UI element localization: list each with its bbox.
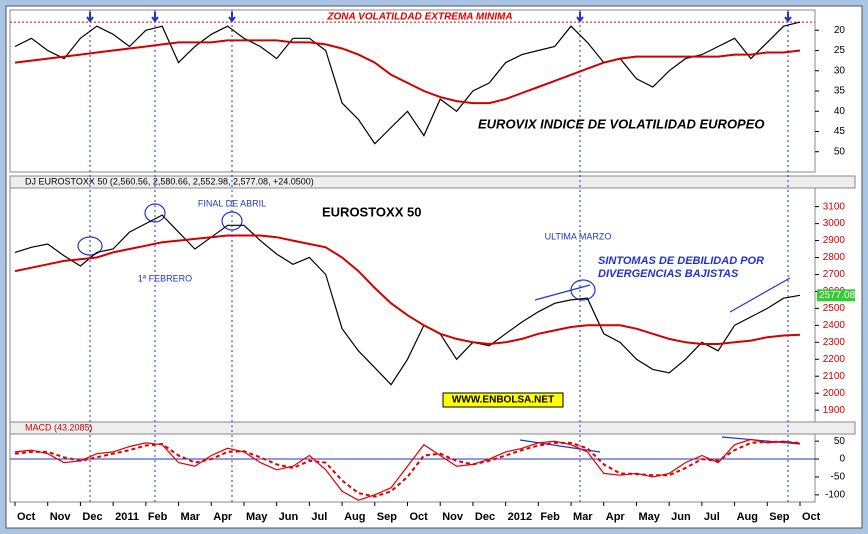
chart-title: EUROSTOXX 50 (322, 204, 421, 219)
panel-header: MACD (43.2085) (25, 422, 93, 432)
trend-line (729, 277, 791, 313)
x-tick-label: Jun (671, 511, 691, 523)
y-tick-label: -100 (825, 489, 845, 500)
y-tick-label: 2900 (823, 235, 846, 246)
x-tick-label: May (246, 511, 268, 523)
y-tick-label: 20 (834, 25, 846, 36)
panel-header: DJ EUROSTOXX 50 (2,560.56, 2,580.66, 2,5… (25, 176, 314, 186)
annotation: ULTIMA MARZO (545, 231, 612, 241)
x-tick-label: Apr (213, 511, 233, 523)
x-tick-label: Feb (148, 511, 168, 523)
y-tick-label: 1900 (823, 405, 846, 416)
panel-header (9, 175, 856, 189)
x-tick-label: Mar (181, 511, 201, 523)
arrow (576, 12, 584, 23)
y-tick-label: 45 (834, 126, 846, 137)
x-tick-label: Jul (311, 511, 327, 523)
y-tick-label: 2400 (823, 320, 846, 331)
x-tick-label: Jun (279, 511, 299, 523)
x-tick-label: Nov (50, 511, 72, 523)
annotation: WWW.ENBOLSA.NET (452, 395, 554, 406)
y-tick-label: 2500 (823, 303, 846, 314)
canvas (5, 5, 863, 529)
circle (221, 211, 243, 231)
watermark-box (442, 392, 564, 408)
y-tick-label: 35 (834, 86, 846, 97)
series-line (14, 39, 801, 105)
series-line (14, 234, 801, 346)
y-tick-label: 2700 (823, 269, 846, 280)
y-tick-label: 30 (834, 65, 846, 76)
y-tick-label: 0 (839, 454, 845, 465)
price-label: 2577.08 (819, 290, 856, 301)
y-tick-label: -50 (831, 472, 846, 483)
trend-line (721, 436, 801, 445)
panel-header (9, 421, 856, 435)
x-tick-label: Dec (82, 511, 102, 523)
annotation: SINTOMAS DE DEBILIDAD POR (598, 255, 764, 267)
x-tick-label: Oct (802, 511, 821, 523)
annotation: ZONA VOLATILDAD EXTREMA MINIMA (326, 12, 512, 23)
series-line (14, 438, 801, 501)
price-box (817, 289, 855, 302)
y-tick-label: 50 (834, 436, 846, 447)
arrow (784, 12, 792, 23)
y-tick-label: 2200 (823, 354, 846, 365)
circle (144, 203, 166, 223)
x-tick-label: Sep (377, 511, 397, 523)
y-tick-label: 25 (834, 45, 846, 56)
x-tick-label: Aug (737, 511, 758, 523)
y-tick-label: 3100 (823, 201, 846, 212)
arrow (151, 12, 159, 23)
series-line (14, 21, 801, 145)
x-tick-label: 2012 (508, 511, 532, 523)
annotation: EUROVIX INDICE DE VOLATILIDAD EUROPEO (478, 116, 765, 131)
x-tick-label: Jul (704, 511, 720, 523)
y-tick-label: 2800 (823, 252, 846, 263)
marker-lines (89, 10, 789, 502)
x-tick-label: Feb (540, 511, 560, 523)
annotation: 1ª FEBRERO (138, 273, 192, 283)
y-tick-label: 50 (834, 146, 846, 157)
y-tick-label: 2000 (823, 388, 846, 399)
series-line (14, 440, 801, 498)
x-tick-label: Nov (442, 511, 464, 523)
x-tick-label: Oct (410, 511, 429, 523)
x-tick-label: Mar (573, 511, 593, 523)
x-tick-label: Oct (17, 511, 36, 523)
arrow (228, 12, 236, 23)
x-tick-label: 2011 (115, 511, 139, 523)
y-tick-label: 40 (834, 106, 846, 117)
y-tick-label: 2100 (823, 371, 846, 382)
y-tick-label: 3000 (823, 218, 846, 229)
circles (77, 203, 801, 453)
arrow (86, 12, 94, 23)
annotation: DIVERGENCIAS BAJISTAS (598, 268, 739, 280)
y-tick-label: 2300 (823, 337, 846, 348)
annotation: FINAL DE ABRIL (198, 198, 266, 208)
x-tick-label: Dec (475, 511, 495, 523)
x-tick-label: Sep (769, 511, 789, 523)
circle (77, 236, 103, 256)
x-tick-label: Apr (606, 511, 626, 523)
series-line (14, 214, 801, 386)
trend-line (534, 284, 591, 301)
x-tick-label: May (638, 511, 660, 523)
x-tick-label: Aug (344, 511, 365, 523)
trend-line (519, 439, 601, 453)
